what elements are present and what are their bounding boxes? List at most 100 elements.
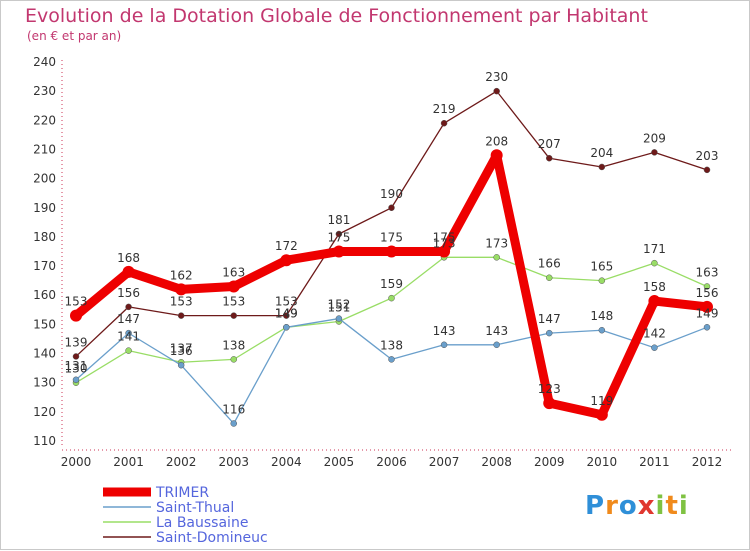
y-tick-label: 240 [33,55,56,69]
data-point [703,166,711,174]
data-point [546,274,553,281]
y-tick-label: 230 [33,84,56,98]
data-point [598,326,606,334]
data-point [546,154,553,162]
data-label: 181 [327,213,350,227]
data-point [385,245,398,258]
legend-label: Saint-Domineuc [156,530,268,546]
data-point [651,344,658,351]
data-label: 175 [380,231,403,245]
logo-letter: P [585,491,606,521]
x-tick-label: 2004 [271,455,302,469]
chart-axes: 110 120 130 140 150 160 170 180 190 200 210 220 230 2… [33,55,731,469]
data-label: 143 [485,324,508,338]
data-label: 163 [696,265,719,279]
data-label: 123 [538,382,561,396]
data-point [598,163,606,171]
data-label: 171 [643,242,666,256]
data-label: 158 [643,280,666,294]
data-label: 152 [327,298,350,312]
logo-letter: o [618,491,638,521]
data-point [543,397,556,410]
y-tick-label: 170 [33,259,56,273]
data-label: 130 [65,362,88,376]
data-label: 168 [117,251,140,265]
x-tick-label: 2000 [61,455,92,469]
data-label: 142 [643,327,666,341]
data-label: 172 [275,239,298,253]
data-label: 165 [590,260,613,274]
data-point [651,149,658,156]
data-label: 131 [65,359,88,373]
logo-letter: t [665,491,679,521]
legend-label: TRIMER [155,485,209,501]
data-point [703,283,711,290]
data-point [283,312,290,319]
data-label: 153 [65,295,88,309]
proxiti-logo: Proxiti [585,491,689,521]
data-point [332,245,345,258]
data-label: 230 [485,70,508,84]
data-point [438,245,451,258]
chart-title: Evolution de la Dotation Globale de Fonc… [25,5,648,27]
data-point [72,376,80,384]
data-label: 175 [433,231,456,245]
data-label: 141 [117,330,140,344]
data-label: 203 [696,149,719,163]
data-label: 116 [222,403,245,417]
data-point [227,280,240,293]
legend-label: Saint-Thual [156,500,234,516]
data-label: 153 [170,295,193,309]
data-label: 204 [590,146,613,160]
data-point [230,356,237,363]
data-point [177,312,185,319]
data-label: 147 [117,312,140,326]
data-label: 209 [643,131,666,145]
data-label: 151 [327,300,350,314]
data-label: 137 [170,341,193,355]
x-tick-label: 2008 [481,455,512,469]
data-point [493,254,500,261]
data-point [388,294,395,302]
data-label: 207 [538,137,561,151]
data-label: 153 [222,295,245,309]
data-point [598,277,606,284]
data-point [595,408,608,421]
data-point [230,420,237,427]
chart-subtitle: (en € et par an) [27,29,122,43]
data-point [280,254,293,267]
data-label: 173 [433,236,456,250]
data-point [72,353,80,360]
data-point [70,309,82,322]
x-tick-label: 2006 [376,455,407,469]
data-label: 138 [222,338,245,352]
data-label: 163 [222,265,245,279]
legend-label: La Baussaine [156,515,248,531]
data-point [388,356,395,363]
data-labels: 139 156 153 153 153 181 190 219 230 207 204 209 203 1… [65,70,719,416]
logo-letter: r [605,491,619,521]
y-tick-label: 160 [33,288,56,302]
y-tick-label: 220 [33,113,56,127]
data-point [546,329,553,337]
data-point [125,347,132,354]
x-tick-label: 2010 [587,455,618,469]
logo-letter: i [655,491,666,521]
data-label: 139 [65,335,88,349]
data-point [283,324,290,331]
data-label: 148 [590,309,613,323]
y-tick-label: 130 [33,376,56,390]
data-label: 149 [696,306,719,320]
series-lines [70,87,713,427]
data-label: 159 [380,277,403,291]
data-point [440,119,448,127]
data-label: 173 [485,236,508,250]
x-tick-label: 2002 [166,455,197,469]
y-tick-label: 110 [33,434,56,448]
y-tick-label: 210 [33,142,56,156]
data-label: 119 [590,394,613,408]
data-label: 149 [275,306,298,320]
data-label: 136 [170,344,193,358]
